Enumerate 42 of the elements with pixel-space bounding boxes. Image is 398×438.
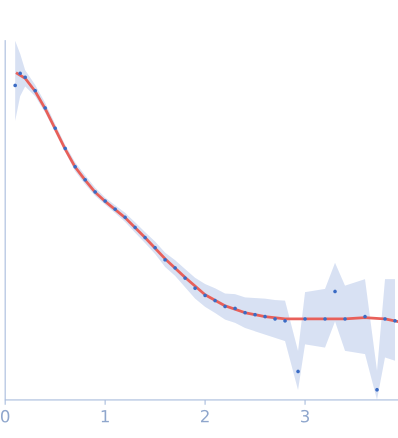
point xyxy=(303,317,307,321)
x-tick-label: 3 xyxy=(301,410,310,423)
point xyxy=(53,126,57,130)
point xyxy=(133,226,137,230)
point xyxy=(333,290,337,294)
point xyxy=(383,317,387,321)
point xyxy=(343,317,347,321)
point xyxy=(393,319,397,323)
point xyxy=(163,258,167,262)
point xyxy=(253,312,257,317)
point xyxy=(123,216,127,220)
point xyxy=(183,276,187,280)
point xyxy=(213,298,217,302)
point xyxy=(73,164,77,169)
x-tick-label: 2 xyxy=(201,410,209,422)
point xyxy=(193,286,197,290)
point xyxy=(153,246,157,250)
point xyxy=(296,370,300,374)
point xyxy=(23,75,27,80)
point xyxy=(283,319,287,323)
point xyxy=(363,314,367,318)
point xyxy=(273,317,277,321)
point xyxy=(263,314,267,318)
point xyxy=(18,72,22,76)
point xyxy=(233,306,237,310)
point xyxy=(13,84,18,88)
point xyxy=(243,310,247,315)
point xyxy=(63,146,67,150)
point xyxy=(103,199,107,203)
point xyxy=(173,266,177,270)
point xyxy=(323,317,327,321)
x-tick-label: 0 xyxy=(0,410,10,423)
x-tick-label: 1 xyxy=(102,410,109,422)
point xyxy=(143,236,147,240)
point xyxy=(203,294,207,298)
point xyxy=(113,207,117,212)
point xyxy=(93,190,97,194)
point xyxy=(375,388,379,392)
point xyxy=(33,88,37,93)
point xyxy=(83,178,87,182)
point xyxy=(43,106,47,110)
point xyxy=(223,304,227,308)
